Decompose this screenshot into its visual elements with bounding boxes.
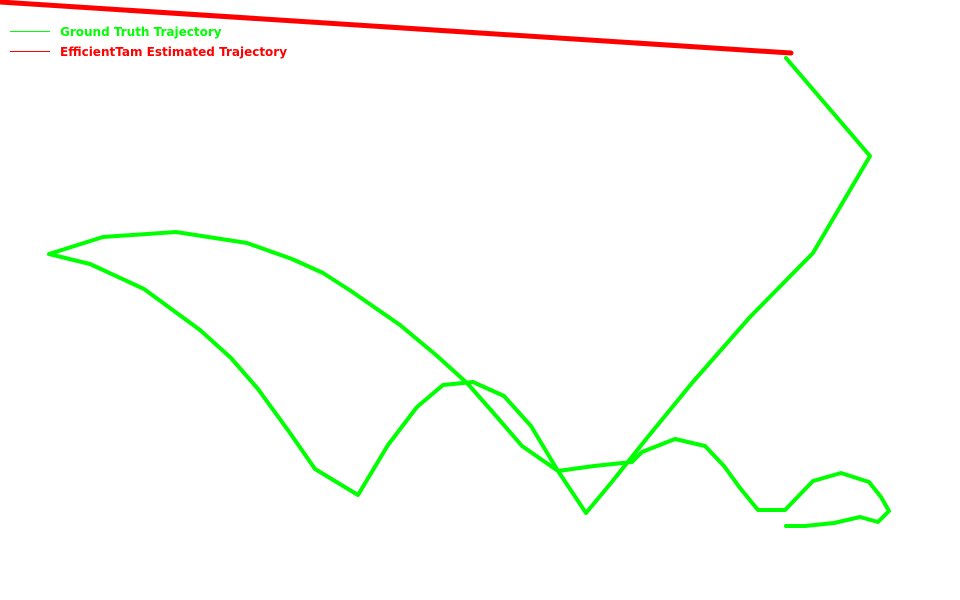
estimated-trajectory-series — [0, 0, 794, 56]
series-layer — [0, 0, 891, 528]
estimated-trajectory-line — [0, 0, 794, 56]
legend-label-estimated: EfficientTam Estimated Trajectory — [60, 45, 288, 59]
ground-truth-trajectory-series — [47, 56, 891, 528]
legend-label-ground-truth: Ground Truth Trajectory — [60, 25, 222, 39]
legend-swatch-estimated — [10, 51, 50, 52]
legend-swatch-ground-truth — [10, 31, 50, 32]
